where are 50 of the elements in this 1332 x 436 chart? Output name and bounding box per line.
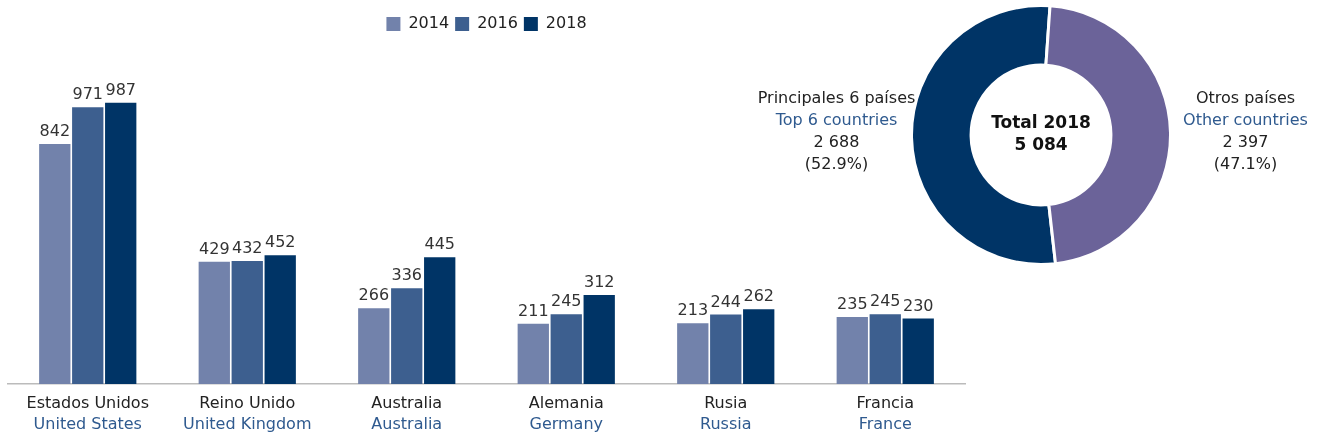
data-label: 971 — [72, 84, 104, 104]
data-label: 336 — [391, 265, 423, 285]
data-label: 2 397 (47.1%) — [1213, 132, 1278, 174]
bar — [424, 257, 456, 384]
data-label: 445 — [424, 234, 455, 254]
bar — [391, 288, 423, 384]
bar — [105, 102, 137, 384]
bar — [517, 323, 549, 384]
x-tick-label: Alemania Germany — [528, 393, 604, 434]
data-label: 262 — [743, 286, 774, 306]
data-label: 230 — [902, 295, 934, 315]
bar — [198, 261, 230, 384]
x-tick-label: Reino Unido United Kingdom — [183, 393, 312, 434]
data-label: 429 — [199, 238, 230, 258]
bar — [869, 314, 901, 384]
data-label: 452 — [264, 232, 296, 252]
data-label: 211 — [518, 301, 549, 321]
bar — [836, 317, 868, 384]
x-tick-label: Rusia Russia — [700, 393, 752, 434]
x-tick-label: Australia Australia — [371, 393, 443, 434]
slice-label: Principales 6 países Top 6 countries — [757, 88, 916, 130]
bar — [550, 314, 582, 384]
data-label: 245 — [550, 291, 582, 311]
legend-label: 2014 — [408, 13, 450, 33]
data-label: 842 — [39, 121, 71, 141]
bar — [358, 308, 390, 384]
legend-label: 2016 — [477, 13, 518, 33]
x-tick-label: Francia France — [856, 393, 915, 434]
data-label: 266 — [358, 285, 390, 305]
bar — [39, 144, 71, 384]
bar — [902, 318, 934, 384]
x-tick-label: Estados Unidos United States — [26, 393, 149, 434]
data-label: 2 688 (52.9%) — [804, 132, 869, 174]
data-label: 235 — [837, 294, 868, 314]
data-label: 213 — [677, 300, 709, 320]
data-label: 244 — [710, 291, 742, 311]
data-label: 432 — [231, 238, 263, 258]
bar — [72, 107, 104, 384]
bar — [677, 323, 709, 384]
data-label: 987 — [105, 79, 136, 99]
legend-label: 2018 — [545, 13, 587, 33]
bar — [710, 314, 742, 384]
text: Total 2018 5 084 — [991, 112, 1091, 155]
data-label: 245 — [869, 291, 901, 311]
data-label: 312 — [583, 272, 615, 292]
bar — [583, 295, 615, 384]
bar — [264, 255, 296, 384]
bar — [743, 309, 775, 384]
slice-label: Otros países Other countries — [1183, 88, 1308, 130]
bar — [231, 260, 263, 384]
